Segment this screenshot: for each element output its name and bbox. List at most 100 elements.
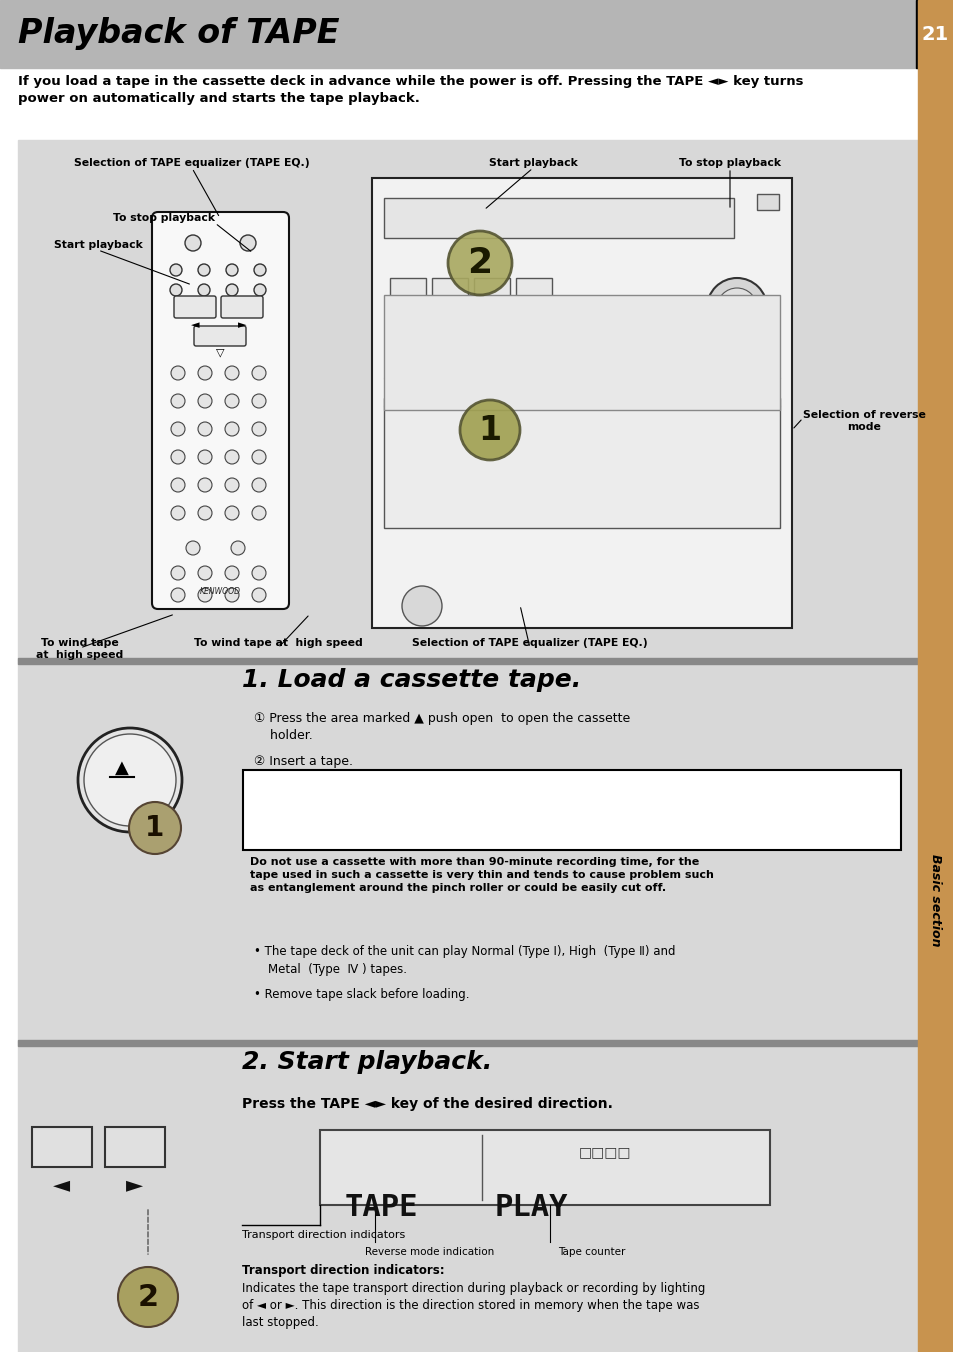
FancyBboxPatch shape: [540, 324, 575, 341]
Text: Metal  (Type  Ⅳ ) tapes.: Metal (Type Ⅳ ) tapes.: [268, 963, 407, 976]
Bar: [0, 0, 953, 68]
Bar: [384, 295, 780, 410]
Text: Reverse mode indication: Reverse mode indication: [365, 1247, 494, 1257]
Circle shape: [185, 235, 201, 251]
Text: ►: ►: [127, 1175, 143, 1195]
Text: 21: 21: [921, 24, 947, 43]
Bar: [18, 1042, 917, 1352]
Bar: [18, 1040, 917, 1046]
Text: PLAY: PLAY: [495, 1192, 568, 1222]
Bar: [32, 1128, 91, 1167]
Circle shape: [198, 366, 212, 380]
Bar: [384, 397, 780, 529]
Circle shape: [171, 366, 185, 380]
Text: Selection of TAPE equalizer (TAPE EQ.): Selection of TAPE equalizer (TAPE EQ.): [412, 638, 647, 648]
Circle shape: [252, 450, 266, 464]
Circle shape: [252, 422, 266, 435]
Circle shape: [171, 479, 185, 492]
Text: 1: 1: [145, 814, 165, 842]
Text: ►: ►: [237, 320, 246, 330]
Circle shape: [171, 506, 185, 521]
Text: ◄: ◄: [53, 1175, 71, 1195]
Text: Do not use a cassette with more than 90-minute recording time, for the
tape used: Do not use a cassette with more than 90-…: [250, 857, 713, 894]
Text: Press the TAPE ◄► key of the desired direction.: Press the TAPE ◄► key of the desired dir…: [242, 1096, 612, 1111]
Text: Transport direction indicators: Transport direction indicators: [242, 1230, 405, 1240]
FancyBboxPatch shape: [464, 324, 498, 341]
Circle shape: [418, 389, 424, 396]
Bar: [474, 279, 510, 297]
Circle shape: [198, 479, 212, 492]
Text: TAPE: TAPE: [345, 1192, 418, 1222]
Circle shape: [670, 389, 677, 396]
Circle shape: [253, 264, 266, 276]
Circle shape: [225, 479, 239, 492]
Circle shape: [231, 541, 245, 556]
Bar: [516, 279, 552, 297]
Bar: [319, 1130, 769, 1205]
Circle shape: [78, 727, 182, 831]
Text: To stop playback: To stop playback: [112, 214, 214, 223]
FancyBboxPatch shape: [193, 326, 246, 346]
Bar: [432, 279, 468, 297]
Bar: [915, 0, 953, 68]
Circle shape: [198, 264, 210, 276]
Circle shape: [460, 389, 467, 396]
Bar: [390, 279, 426, 297]
Circle shape: [129, 802, 181, 854]
FancyBboxPatch shape: [173, 296, 215, 318]
Circle shape: [544, 389, 551, 396]
Text: Start playback: Start playback: [488, 158, 577, 168]
Text: To wind tape at  high speed: To wind tape at high speed: [193, 638, 362, 648]
Circle shape: [226, 284, 237, 296]
Text: ◄: ◄: [191, 320, 199, 330]
Circle shape: [118, 1267, 178, 1328]
Text: □□□□: □□□□: [578, 1145, 631, 1159]
Circle shape: [252, 393, 266, 408]
Circle shape: [225, 588, 239, 602]
Text: ▲: ▲: [115, 758, 129, 777]
Circle shape: [448, 231, 512, 295]
Circle shape: [225, 566, 239, 580]
Bar: [18, 141, 917, 660]
Circle shape: [171, 393, 185, 408]
Text: ② Insert a tape.: ② Insert a tape.: [253, 754, 353, 768]
Text: Transport direction indicators:: Transport direction indicators:: [242, 1264, 444, 1278]
Circle shape: [225, 366, 239, 380]
FancyBboxPatch shape: [427, 324, 460, 341]
Circle shape: [186, 541, 200, 556]
Text: 2: 2: [467, 246, 492, 280]
Circle shape: [240, 235, 255, 251]
Text: 2. Start playback.: 2. Start playback.: [242, 1051, 492, 1073]
Circle shape: [171, 566, 185, 580]
Circle shape: [171, 588, 185, 602]
Circle shape: [170, 264, 182, 276]
Text: Indicates the tape transport direction during playback or recording by lighting
: Indicates the tape transport direction d…: [242, 1282, 704, 1329]
Circle shape: [198, 450, 212, 464]
Circle shape: [586, 389, 593, 396]
Circle shape: [628, 389, 635, 396]
Circle shape: [459, 400, 519, 460]
Text: Selection of TAPE equalizer (TAPE EQ.): Selection of TAPE equalizer (TAPE EQ.): [74, 158, 310, 168]
Circle shape: [252, 506, 266, 521]
Text: 1. Load a cassette tape.: 1. Load a cassette tape.: [242, 668, 580, 692]
Text: Tape counter: Tape counter: [558, 1247, 625, 1257]
Circle shape: [717, 288, 757, 329]
Circle shape: [225, 506, 239, 521]
Circle shape: [170, 284, 182, 296]
Bar: [18, 660, 917, 1042]
Circle shape: [198, 588, 212, 602]
Circle shape: [252, 566, 266, 580]
Text: Selection of reverse
mode: Selection of reverse mode: [802, 410, 925, 431]
Text: ① Press the area marked ▲ push open  to open the cassette
    holder.: ① Press the area marked ▲ push open to o…: [253, 713, 630, 742]
Text: • Remove tape slack before loading.: • Remove tape slack before loading.: [253, 988, 469, 1000]
FancyBboxPatch shape: [502, 324, 537, 341]
Circle shape: [226, 264, 237, 276]
Text: ▽: ▽: [215, 347, 224, 357]
Bar: [757, 193, 779, 210]
Bar: [372, 178, 791, 627]
Circle shape: [401, 585, 441, 626]
Text: 2: 2: [137, 1283, 158, 1311]
Text: Start playback: Start playback: [53, 241, 142, 250]
Text: • The tape deck of the unit can play Normal (Type Ⅰ), High  (Type Ⅱ) and: • The tape deck of the unit can play Nor…: [253, 945, 675, 959]
Bar: [243, 771, 900, 850]
